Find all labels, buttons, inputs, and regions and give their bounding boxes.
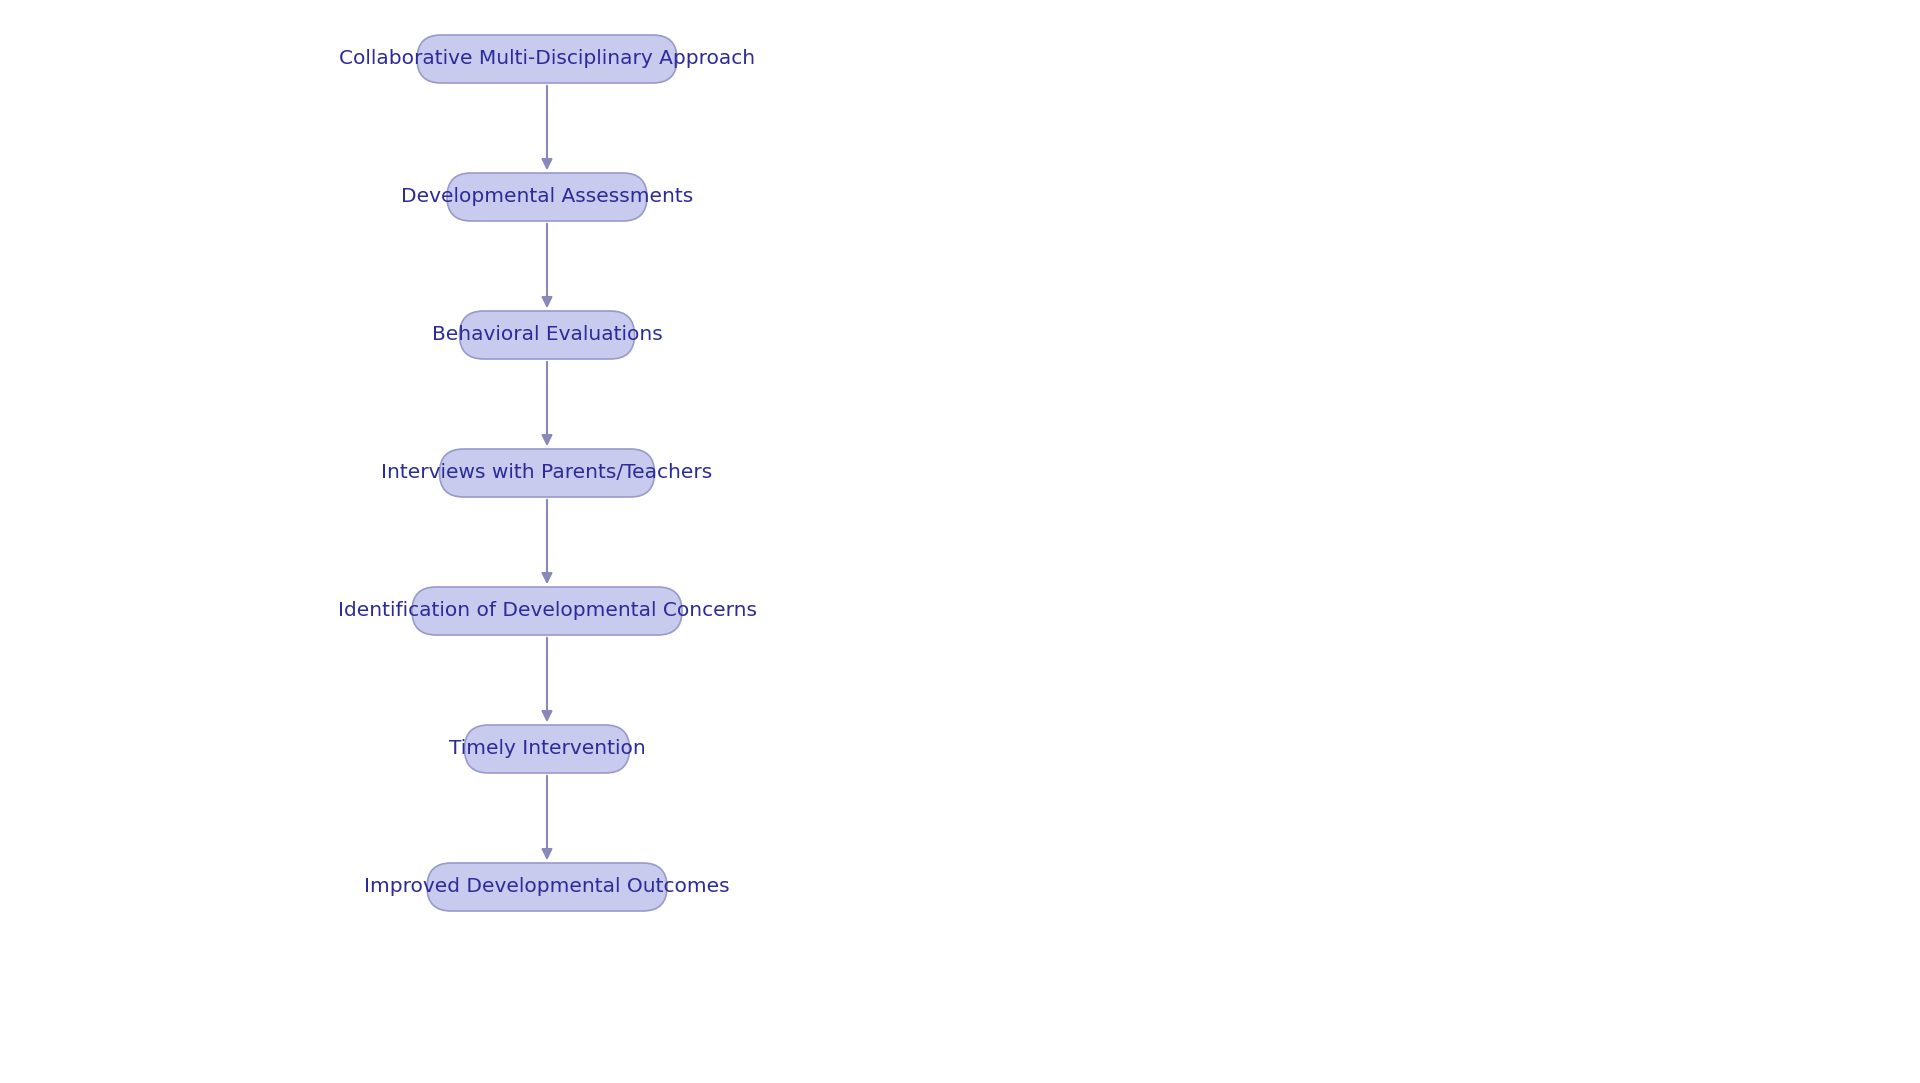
Text: Interviews with Parents/Teachers: Interviews with Parents/Teachers (382, 464, 712, 483)
FancyBboxPatch shape (459, 311, 634, 358)
FancyBboxPatch shape (440, 449, 655, 497)
FancyBboxPatch shape (465, 725, 630, 773)
Text: Identification of Developmental Concerns: Identification of Developmental Concerns (338, 601, 756, 621)
Text: Behavioral Evaluations: Behavioral Evaluations (432, 326, 662, 344)
Text: Timely Intervention: Timely Intervention (449, 740, 645, 758)
FancyBboxPatch shape (417, 35, 678, 83)
Text: Collaborative Multi-Disciplinary Approach: Collaborative Multi-Disciplinary Approac… (340, 50, 755, 68)
FancyBboxPatch shape (413, 587, 682, 635)
FancyBboxPatch shape (426, 863, 666, 911)
Text: Improved Developmental Outcomes: Improved Developmental Outcomes (365, 877, 730, 897)
FancyBboxPatch shape (447, 173, 647, 221)
Text: Developmental Assessments: Developmental Assessments (401, 187, 693, 207)
